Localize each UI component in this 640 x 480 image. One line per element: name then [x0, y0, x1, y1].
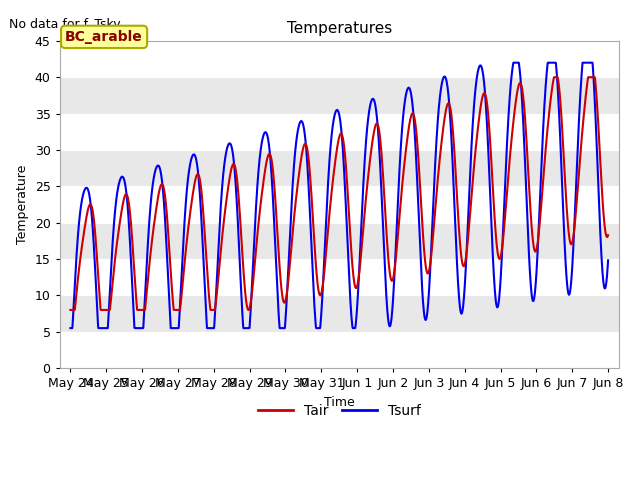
Bar	[60, 114, 619, 150]
Title: Temperatures: Temperatures	[287, 21, 392, 36]
X-axis label: Time: Time	[324, 396, 355, 408]
Bar	[60, 186, 619, 223]
Bar	[60, 332, 619, 368]
Y-axis label: Temperature: Temperature	[16, 165, 29, 244]
Text: BC_arable: BC_arable	[65, 30, 143, 44]
Legend: Tair, Tsurf: Tair, Tsurf	[252, 398, 426, 423]
Text: No data for f_Tsky: No data for f_Tsky	[10, 18, 121, 31]
Bar	[60, 259, 619, 295]
Bar	[60, 41, 619, 77]
